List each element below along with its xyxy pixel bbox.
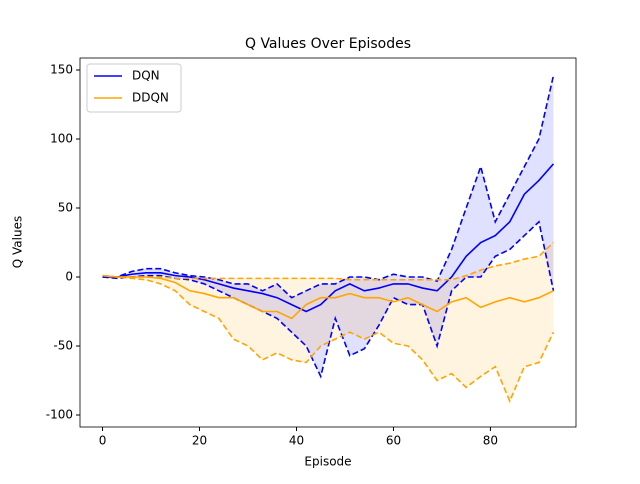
x-tick-label: 0	[99, 434, 107, 448]
y-tick-label: 50	[58, 201, 73, 215]
legend-label: DQN	[132, 69, 160, 83]
y-tick-label: -50	[53, 338, 73, 352]
legend-label: DDQN	[132, 91, 169, 105]
x-tick-label: 80	[483, 434, 498, 448]
y-axis-label: Q Values	[11, 216, 25, 268]
x-tick-label: 60	[386, 434, 401, 448]
y-tick-label: -100	[46, 407, 73, 421]
legend: DQN DDQN	[86, 63, 182, 113]
chart-title: Q Values Over Episodes	[245, 36, 411, 52]
series-line	[102, 274, 554, 320]
y-tick-label: 100	[50, 132, 73, 146]
y-tick-label: 0	[65, 269, 73, 283]
x-tick-label: 40	[289, 434, 304, 448]
bound-line	[102, 75, 555, 299]
y-tick-label: 150	[50, 63, 73, 77]
bound-line	[102, 274, 555, 404]
bound-line	[102, 241, 555, 281]
x-tick-label: 20	[192, 434, 207, 448]
plot-frame	[79, 57, 577, 428]
x-axis-label: Episode	[304, 455, 351, 469]
range-band	[102, 75, 554, 377]
